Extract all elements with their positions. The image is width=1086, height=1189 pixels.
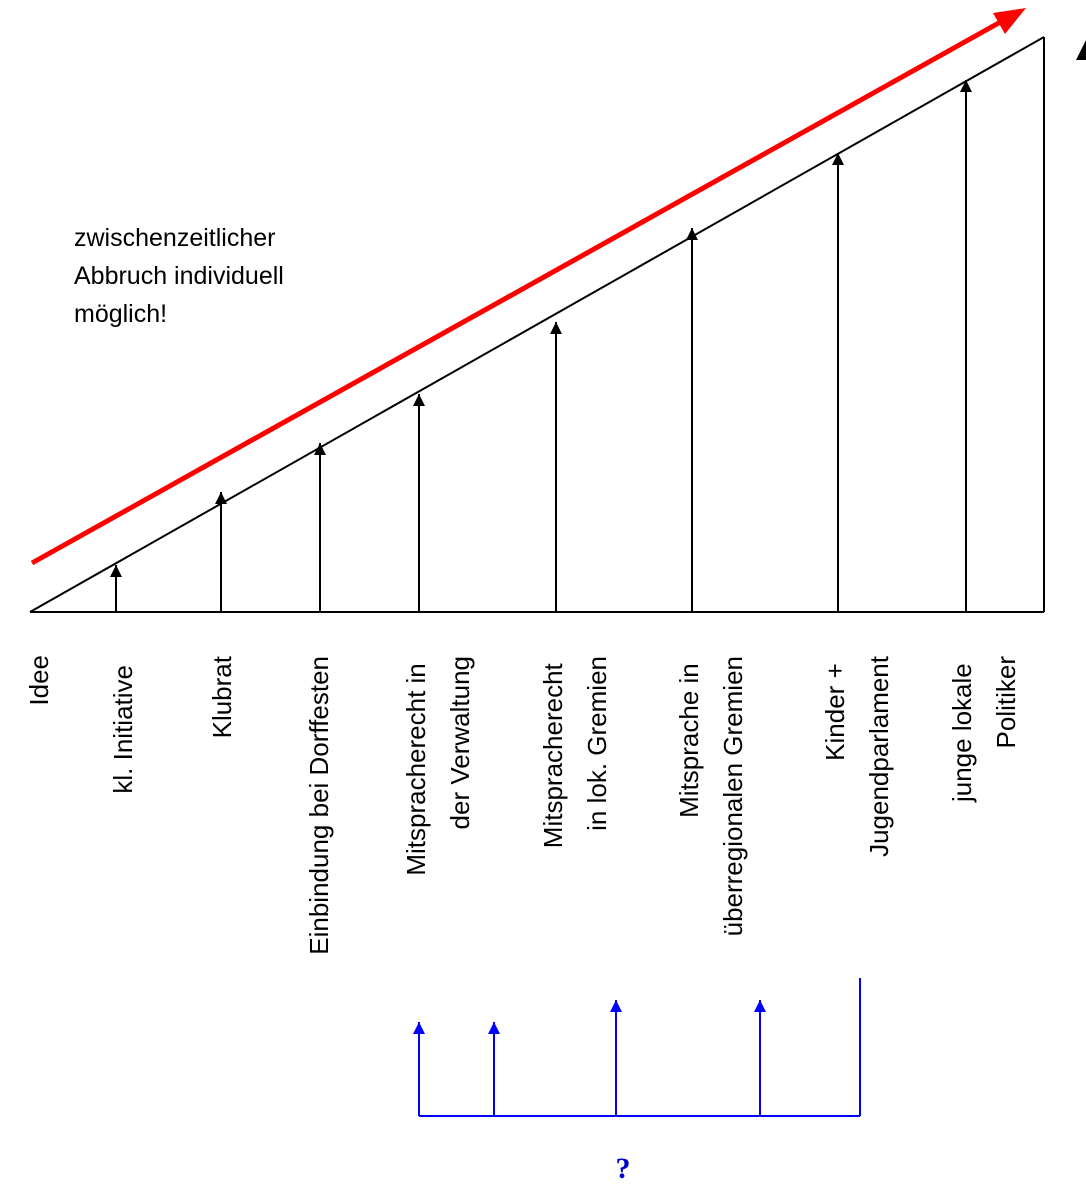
stage-arrows bbox=[110, 80, 972, 612]
stage-label-line: Jugendparlament bbox=[864, 655, 894, 857]
cut-arrowhead-icon bbox=[1076, 40, 1086, 60]
stage-label-line: in lok. Gremien bbox=[582, 656, 612, 831]
dropout-note-line: möglich! bbox=[74, 300, 167, 328]
stage-label-line: Idee bbox=[24, 655, 54, 706]
stage-label-kl-initiative: kl. Initiative bbox=[108, 665, 138, 794]
trend-arrowhead-icon bbox=[993, 8, 1026, 34]
stage-label-politiker: junge lokale Politiker bbox=[947, 656, 1021, 803]
stage-label-line: Mitspracherecht in bbox=[401, 663, 431, 875]
dropout-note-line: zwischenzeitlicher bbox=[74, 224, 275, 252]
stage-label-line: überregionalen Gremien bbox=[718, 656, 748, 936]
trend-arrow bbox=[30, 8, 1026, 566]
trend-arrow-line bbox=[30, 17, 1006, 566]
stage-label-line: der Verwaltung bbox=[445, 656, 475, 829]
stage-label-line: Kinder + bbox=[820, 663, 850, 761]
ramp-hypotenuse bbox=[29, 36, 1045, 613]
ramp-triangle bbox=[29, 36, 1045, 613]
stage-label-dorffeste: Einbindung bei Dorffesten bbox=[304, 656, 334, 955]
stage-label-verwaltung: Mitspracherecht in der Verwaltung bbox=[401, 656, 475, 876]
stage-label-line: kl. Initiative bbox=[108, 665, 138, 794]
stage-label-line: Klubrat bbox=[207, 655, 237, 738]
dropout-note: zwischenzeitlicher Abbruch individuell m… bbox=[74, 224, 291, 328]
stage-label-idee: Idee bbox=[24, 655, 54, 706]
dropout-note-line: Abbruch individuell bbox=[74, 262, 284, 290]
stage-label-jugendparlament: Kinder + Jugendparlament bbox=[820, 655, 894, 857]
stage-label-line: Politiker bbox=[991, 656, 1021, 749]
stage-label-klubrat: Klubrat bbox=[207, 655, 237, 738]
question-mark: ? bbox=[616, 1152, 631, 1185]
stage-label-line: junge lokale bbox=[947, 663, 977, 803]
stage-label-lok-gremien: Mitspracherecht in lok. Gremien bbox=[538, 656, 612, 848]
stage-label-ueberregional: Mitsprache in überregionalen Gremien bbox=[674, 656, 748, 936]
feedback-bracket bbox=[413, 978, 861, 1117]
stage-label-line: Mitsprache in bbox=[674, 663, 704, 818]
stage-labels: Idee kl. Initiative Klubrat Einbindung b… bbox=[24, 655, 1021, 955]
stage-label-line: Mitspracherecht bbox=[538, 662, 568, 848]
stage-label-line: Einbindung bei Dorffesten bbox=[304, 656, 334, 955]
